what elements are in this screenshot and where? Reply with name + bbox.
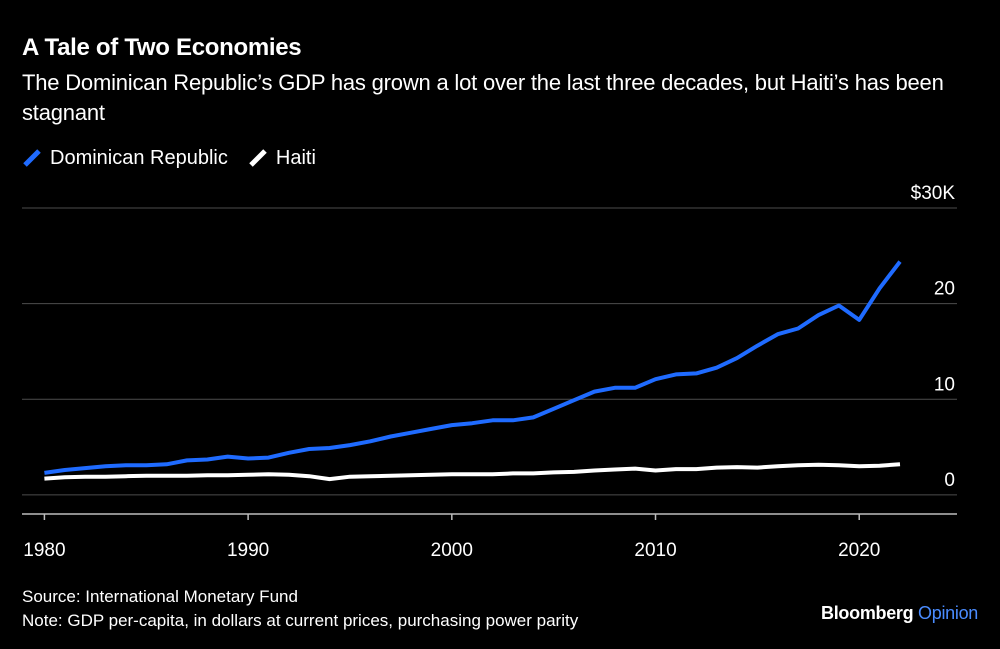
legend: Dominican Republic Haiti [22, 145, 336, 171]
y-tick-label-10000: 10 [934, 374, 955, 395]
brand-main: Bloomberg [821, 603, 914, 623]
legend-swatch-dominican-republic [23, 149, 41, 167]
series-line-dominican-republic [44, 260, 902, 475]
x-tick-label-2000: 2000 [431, 540, 473, 561]
legend-item-haiti: Haiti [248, 147, 316, 170]
legend-label-haiti: Haiti [275, 146, 316, 169]
x-tick-label-1980: 1980 [23, 540, 65, 561]
legend-item-dominican-republic: Dominican Republic [22, 147, 228, 170]
legend-label-dominican-republic: Dominican Republic [50, 146, 228, 169]
y-tick-label-0: 0 [944, 470, 955, 491]
y-tick-label-20000: 20 [934, 279, 955, 300]
chart-title: A Tale of Two Economies [22, 34, 302, 61]
series-line-haiti [44, 462, 901, 482]
brand-logo: Bloomberg Opinion [821, 603, 978, 624]
chart-subtitle: The Dominican Republic’s GDP has grown a… [22, 70, 944, 125]
x-tick-label-2010: 2010 [634, 540, 676, 561]
source-text: Source: International Monetary Fund [22, 587, 298, 606]
x-tick-label-1990: 1990 [227, 540, 269, 561]
note-text: Note: GDP per-capita, in dollars at curr… [22, 611, 579, 630]
footer-notes: Source: International Monetary Fund Note… [22, 585, 578, 633]
legend-swatch-haiti [249, 149, 267, 167]
brand-sub: Opinion [918, 603, 978, 623]
x-tick-label-2020: 2020 [838, 540, 880, 561]
y-tick-label-30000: $30K [911, 183, 956, 204]
